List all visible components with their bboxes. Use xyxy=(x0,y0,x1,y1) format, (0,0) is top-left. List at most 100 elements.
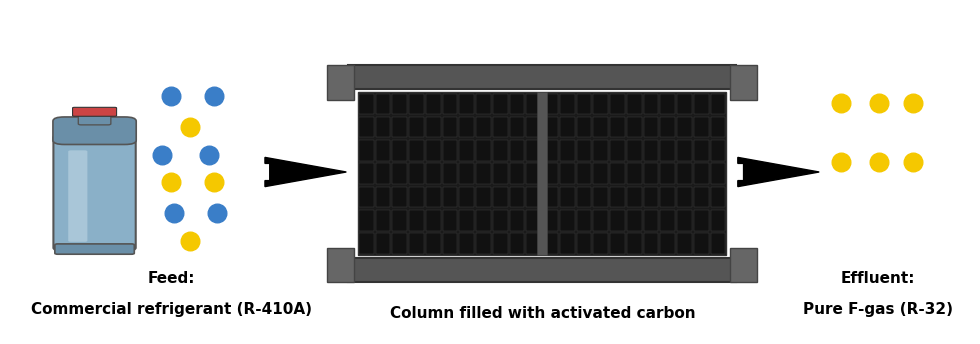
Bar xyxy=(359,140,373,161)
Bar xyxy=(327,65,354,100)
FancyBboxPatch shape xyxy=(53,135,135,250)
Bar xyxy=(375,163,390,184)
Bar xyxy=(476,140,491,161)
Bar xyxy=(611,163,625,184)
Bar xyxy=(493,94,508,114)
Bar xyxy=(426,117,441,137)
Bar xyxy=(611,140,625,161)
Bar xyxy=(476,117,491,137)
Bar xyxy=(593,140,608,161)
Bar xyxy=(426,187,441,207)
Bar xyxy=(543,140,558,161)
Bar xyxy=(510,140,524,161)
Bar xyxy=(710,210,725,230)
Bar xyxy=(543,94,558,114)
Bar xyxy=(560,210,574,230)
Bar xyxy=(510,117,524,137)
Point xyxy=(833,100,849,106)
Bar xyxy=(359,117,373,137)
Bar xyxy=(392,117,407,137)
Bar xyxy=(611,187,625,207)
Bar xyxy=(510,94,524,114)
Bar xyxy=(476,94,491,114)
Bar xyxy=(426,210,441,230)
Bar xyxy=(661,210,675,230)
Bar xyxy=(526,187,541,207)
Bar xyxy=(375,140,390,161)
Bar xyxy=(375,187,390,207)
Bar xyxy=(476,210,491,230)
Bar xyxy=(730,65,757,100)
Bar xyxy=(661,140,675,161)
Bar xyxy=(593,163,608,184)
Bar xyxy=(661,94,675,114)
FancyBboxPatch shape xyxy=(69,150,87,242)
Bar xyxy=(443,233,458,254)
Bar xyxy=(593,233,608,254)
Bar xyxy=(627,140,642,161)
Bar xyxy=(392,210,407,230)
Bar xyxy=(493,210,508,230)
Bar xyxy=(627,187,642,207)
Bar xyxy=(409,233,423,254)
Bar xyxy=(359,94,373,114)
Point xyxy=(906,100,921,106)
Bar xyxy=(443,163,458,184)
Bar xyxy=(576,94,591,114)
Bar xyxy=(460,233,474,254)
Bar xyxy=(611,233,625,254)
Bar xyxy=(710,140,725,161)
Bar xyxy=(710,117,725,137)
FancyBboxPatch shape xyxy=(55,244,134,254)
Bar xyxy=(560,140,574,161)
Bar xyxy=(694,163,709,184)
Bar xyxy=(526,210,541,230)
Bar xyxy=(426,163,441,184)
Bar xyxy=(710,94,725,114)
Bar xyxy=(627,163,642,184)
Bar xyxy=(710,163,725,184)
Bar xyxy=(359,163,373,184)
Bar xyxy=(476,163,491,184)
Bar xyxy=(576,163,591,184)
FancyBboxPatch shape xyxy=(53,117,136,144)
Bar xyxy=(560,187,574,207)
Point xyxy=(210,211,225,216)
Bar xyxy=(710,187,725,207)
Bar xyxy=(677,94,692,114)
Bar xyxy=(526,117,541,137)
Bar xyxy=(375,233,390,254)
Bar xyxy=(560,94,574,114)
Point xyxy=(182,125,198,130)
Bar xyxy=(677,163,692,184)
Text: Pure F-gas (R-32): Pure F-gas (R-32) xyxy=(803,302,953,317)
Bar xyxy=(510,187,524,207)
Bar xyxy=(443,117,458,137)
Polygon shape xyxy=(738,158,819,187)
Bar xyxy=(510,233,524,254)
Bar xyxy=(493,187,508,207)
Bar xyxy=(493,163,508,184)
Bar xyxy=(677,210,692,230)
Bar xyxy=(543,163,558,184)
Bar xyxy=(348,258,736,282)
Bar xyxy=(460,117,474,137)
Bar xyxy=(409,163,423,184)
Bar xyxy=(409,210,423,230)
Bar xyxy=(375,210,390,230)
Bar xyxy=(627,210,642,230)
Bar xyxy=(327,248,354,282)
Bar xyxy=(476,187,491,207)
Point xyxy=(871,100,887,106)
Bar xyxy=(644,187,659,207)
Bar xyxy=(644,233,659,254)
Text: Feed:: Feed: xyxy=(147,271,195,286)
Bar xyxy=(694,94,709,114)
Bar xyxy=(560,117,574,137)
FancyBboxPatch shape xyxy=(73,107,117,116)
Bar xyxy=(409,140,423,161)
Bar xyxy=(677,117,692,137)
Point xyxy=(833,159,849,164)
Polygon shape xyxy=(265,158,346,187)
Bar xyxy=(443,140,458,161)
